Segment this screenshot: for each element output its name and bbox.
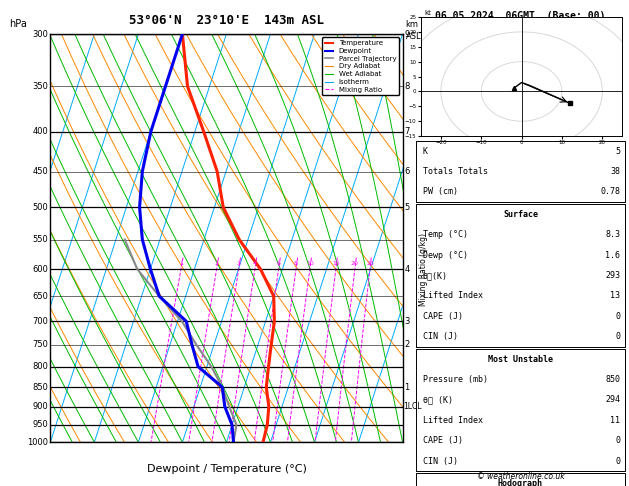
- Text: 850: 850: [33, 382, 48, 392]
- Text: km: km: [406, 20, 419, 29]
- Text: θᴄ (K): θᴄ (K): [423, 396, 453, 404]
- Text: 53°06'N  23°10'E  143m ASL: 53°06'N 23°10'E 143m ASL: [129, 14, 324, 27]
- Text: Totals Totals: Totals Totals: [423, 167, 488, 176]
- Text: © weatheronline.co.uk: © weatheronline.co.uk: [477, 472, 564, 481]
- Text: 3: 3: [404, 317, 409, 326]
- Text: K: K: [423, 147, 428, 156]
- Text: 350: 350: [33, 82, 48, 91]
- Text: 38: 38: [610, 167, 620, 176]
- Text: Mixing Ratio (g/kg): Mixing Ratio (g/kg): [419, 232, 428, 306]
- Legend: Temperature, Dewpoint, Parcel Trajectory, Dry Adiabat, Wet Adiabat, Isotherm, Mi: Temperature, Dewpoint, Parcel Trajectory…: [322, 37, 399, 95]
- Text: 11: 11: [610, 416, 620, 425]
- Text: 300: 300: [33, 30, 48, 38]
- Text: 1: 1: [404, 382, 409, 392]
- Text: 293: 293: [605, 271, 620, 280]
- Text: 8.3: 8.3: [605, 230, 620, 239]
- Text: 1.6: 1.6: [605, 251, 620, 260]
- Text: 0: 0: [615, 457, 620, 466]
- Text: CAPE (J): CAPE (J): [423, 436, 463, 445]
- Text: 1000: 1000: [28, 438, 48, 447]
- Text: 294: 294: [605, 396, 620, 404]
- Text: 950: 950: [33, 420, 48, 429]
- Text: 8: 8: [404, 82, 409, 91]
- Text: 550: 550: [33, 235, 48, 244]
- Text: Dewp (°C): Dewp (°C): [423, 251, 468, 260]
- Text: 1LCL: 1LCL: [403, 402, 421, 411]
- Text: CIN (J): CIN (J): [423, 332, 458, 341]
- Text: 650: 650: [33, 292, 48, 301]
- Text: ASL: ASL: [406, 32, 421, 41]
- Text: 5: 5: [615, 147, 620, 156]
- Text: Surface: Surface: [503, 210, 538, 219]
- Text: 600: 600: [33, 264, 48, 274]
- Text: CAPE (J): CAPE (J): [423, 312, 463, 321]
- Text: 0.78: 0.78: [600, 188, 620, 196]
- Text: 750: 750: [33, 340, 48, 349]
- Text: CIN (J): CIN (J): [423, 457, 458, 466]
- Text: 1: 1: [179, 260, 183, 266]
- Text: Dewpoint / Temperature (°C): Dewpoint / Temperature (°C): [147, 464, 306, 474]
- Text: 8: 8: [294, 260, 298, 266]
- Text: Temp (°C): Temp (°C): [423, 230, 468, 239]
- Text: 2: 2: [214, 260, 219, 266]
- Text: 450: 450: [33, 167, 48, 176]
- Text: 500: 500: [33, 203, 48, 212]
- Text: 15: 15: [332, 260, 340, 266]
- Text: 3: 3: [237, 260, 241, 266]
- Text: 4: 4: [253, 260, 257, 266]
- Text: 6: 6: [277, 260, 281, 266]
- Text: 5: 5: [404, 203, 409, 212]
- Text: 06.05.2024  06GMT  (Base: 00): 06.05.2024 06GMT (Base: 00): [435, 11, 606, 21]
- Text: Most Unstable: Most Unstable: [488, 355, 553, 364]
- Text: Pressure (mb): Pressure (mb): [423, 375, 488, 384]
- Text: Lifted Index: Lifted Index: [423, 292, 483, 300]
- Text: 800: 800: [33, 362, 48, 371]
- Text: 25: 25: [366, 260, 374, 266]
- Text: Hodograph: Hodograph: [498, 479, 543, 486]
- Text: 13: 13: [610, 292, 620, 300]
- Text: 2: 2: [404, 340, 409, 349]
- Text: 20: 20: [351, 260, 359, 266]
- Text: 10: 10: [306, 260, 314, 266]
- Text: 700: 700: [33, 317, 48, 326]
- Text: 0: 0: [615, 436, 620, 445]
- Text: 4: 4: [404, 264, 409, 274]
- Text: 6: 6: [404, 167, 409, 176]
- Text: 900: 900: [33, 402, 48, 411]
- Text: 0: 0: [615, 332, 620, 341]
- Text: 9: 9: [404, 30, 409, 38]
- Text: 0: 0: [615, 312, 620, 321]
- Text: Lifted Index: Lifted Index: [423, 416, 483, 425]
- Text: 7: 7: [404, 127, 409, 136]
- Text: θᴄ(K): θᴄ(K): [423, 271, 448, 280]
- Text: PW (cm): PW (cm): [423, 188, 458, 196]
- Text: hPa: hPa: [9, 19, 27, 29]
- Text: 400: 400: [33, 127, 48, 136]
- Text: 850: 850: [605, 375, 620, 384]
